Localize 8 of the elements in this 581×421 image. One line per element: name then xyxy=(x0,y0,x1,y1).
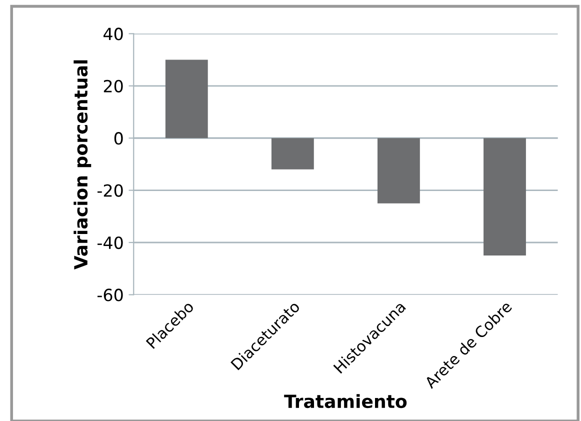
y-tick-label: 20 xyxy=(104,80,123,92)
x-axis-title: Tratamiento xyxy=(284,394,407,408)
y-tick-label: -60 xyxy=(98,288,123,302)
y-tick-label: -40 xyxy=(98,236,123,250)
y-tick-label: 40 xyxy=(104,28,123,40)
y-tick-label: 0 xyxy=(114,132,123,145)
y-tick-label: -20 xyxy=(98,184,123,197)
y-axis-title: Variacion porcentual xyxy=(74,60,92,270)
